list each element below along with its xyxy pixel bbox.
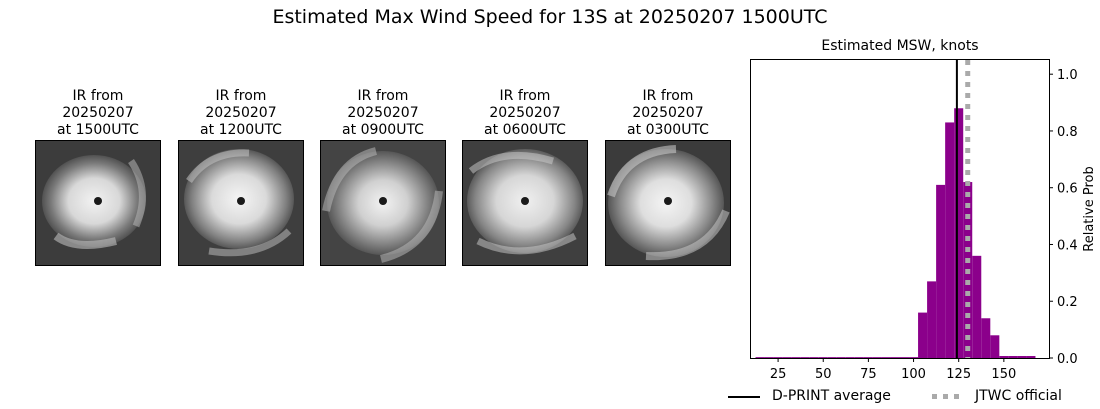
histogram-bar [945, 122, 955, 358]
legend-dprint-label: D-PRINT average [772, 388, 891, 404]
histogram-bar [981, 318, 991, 358]
histogram-bar [918, 312, 928, 358]
x-tick-label: 100 [901, 367, 926, 382]
ir-panel-1500: IR from 20250207 at 1500UTC [35, 88, 161, 266]
chart-legend: D-PRINT average JTWC official [722, 384, 1082, 408]
histogram-bar [1017, 356, 1027, 358]
ir-panel-caption: IR from 20250207 at 1200UTC [178, 88, 304, 140]
x-tick-label: 50 [815, 367, 832, 382]
histogram-bar [782, 357, 792, 358]
histogram-bar [954, 108, 964, 358]
histogram-bar [809, 357, 819, 358]
histogram-bar [863, 357, 873, 358]
histogram-bar [972, 255, 982, 358]
caption-line: IR from [357, 88, 409, 104]
histogram-bar [990, 335, 1000, 358]
ir-panel-0600: IR from 20250207 at 0600UTC [462, 88, 588, 266]
ir-satellite-image [605, 140, 731, 266]
histogram-bar [936, 184, 946, 358]
caption-line: IR from [72, 88, 124, 104]
x-axis-ticks: 25 50 75 100 125 150 [770, 358, 1016, 382]
histogram-bar [836, 357, 846, 358]
caption-line: 20250207 [632, 105, 704, 121]
caption-line: at 1500UTC [57, 122, 139, 138]
legend-jtwc-swatch [932, 394, 964, 399]
caption-line: IR from [215, 88, 267, 104]
ir-satellite-image [178, 140, 304, 266]
y-tick-label: 1.0 [1057, 68, 1078, 83]
x-tick-label: 125 [946, 367, 971, 382]
caption-line: 20250207 [62, 105, 134, 121]
caption-line: at 0900UTC [342, 122, 424, 138]
ir-satellite-image [320, 140, 446, 266]
caption-line: 20250207 [347, 105, 419, 121]
histogram-bar [909, 357, 919, 358]
caption-line: 20250207 [205, 105, 277, 121]
histogram-bar [827, 357, 837, 358]
caption-line: IR from [642, 88, 694, 104]
histogram-bar [755, 357, 765, 358]
caption-line: at 0600UTC [484, 122, 566, 138]
y-tick-label: 0.4 [1057, 238, 1078, 253]
histogram-bar [927, 281, 937, 358]
histogram-bar [818, 357, 828, 358]
figure-title: Estimated Max Wind Speed for 13S at 2025… [272, 6, 828, 28]
ir-panel-0300: IR from 20250207 at 0300UTC [605, 88, 731, 266]
ir-panel-1200: IR from 20250207 at 1200UTC [178, 88, 304, 266]
ir-satellite-image [35, 140, 161, 266]
legend-dprint-swatch [728, 396, 760, 398]
x-tick-label: 25 [770, 367, 787, 382]
histogram-bar [1008, 356, 1018, 358]
ir-satellite-image [462, 140, 588, 266]
histogram-bars [755, 108, 1036, 358]
histogram-bar [773, 357, 783, 358]
x-tick-label: 150 [991, 367, 1016, 382]
histogram-bar [854, 357, 864, 358]
histogram-bar [999, 356, 1009, 358]
y-tick-label: 0.0 [1057, 352, 1078, 367]
caption-line: at 0300UTC [627, 122, 709, 138]
legend-jtwc-label: JTWC official [975, 388, 1062, 404]
histogram-bar [1026, 356, 1036, 358]
caption-line: 20250207 [489, 105, 561, 121]
y-tick-label: 0.6 [1057, 182, 1078, 197]
histogram-bar [890, 357, 900, 358]
histogram-bar [800, 357, 810, 358]
histogram-bar [872, 357, 882, 358]
y-axis-ticks: 0.0 0.2 0.4 0.6 0.8 1.0 [1049, 68, 1078, 367]
plot-frame [750, 59, 1050, 359]
y-tick-label: 0.2 [1057, 295, 1078, 310]
ir-panel-0900: IR from 20250207 at 0900UTC [320, 88, 446, 266]
ir-panel-caption: IR from 20250207 at 0900UTC [320, 88, 446, 140]
histogram-bar [764, 357, 774, 358]
ir-panel-caption: IR from 20250207 at 1500UTC [35, 88, 161, 140]
ir-panel-caption: IR from 20250207 at 0600UTC [462, 88, 588, 140]
y-axis-label: Relative Prob [1082, 166, 1097, 251]
x-tick-label: 75 [860, 367, 877, 382]
histogram-bar [845, 357, 855, 358]
caption-line: IR from [499, 88, 551, 104]
chart-title: Estimated MSW, knots [821, 38, 978, 54]
histogram-bar [881, 357, 891, 358]
caption-line: at 1200UTC [200, 122, 282, 138]
ir-panel-caption: IR from 20250207 at 0300UTC [605, 88, 731, 140]
histogram-bar [791, 357, 801, 358]
y-tick-label: 0.8 [1057, 125, 1078, 140]
histogram-bar [900, 357, 910, 358]
